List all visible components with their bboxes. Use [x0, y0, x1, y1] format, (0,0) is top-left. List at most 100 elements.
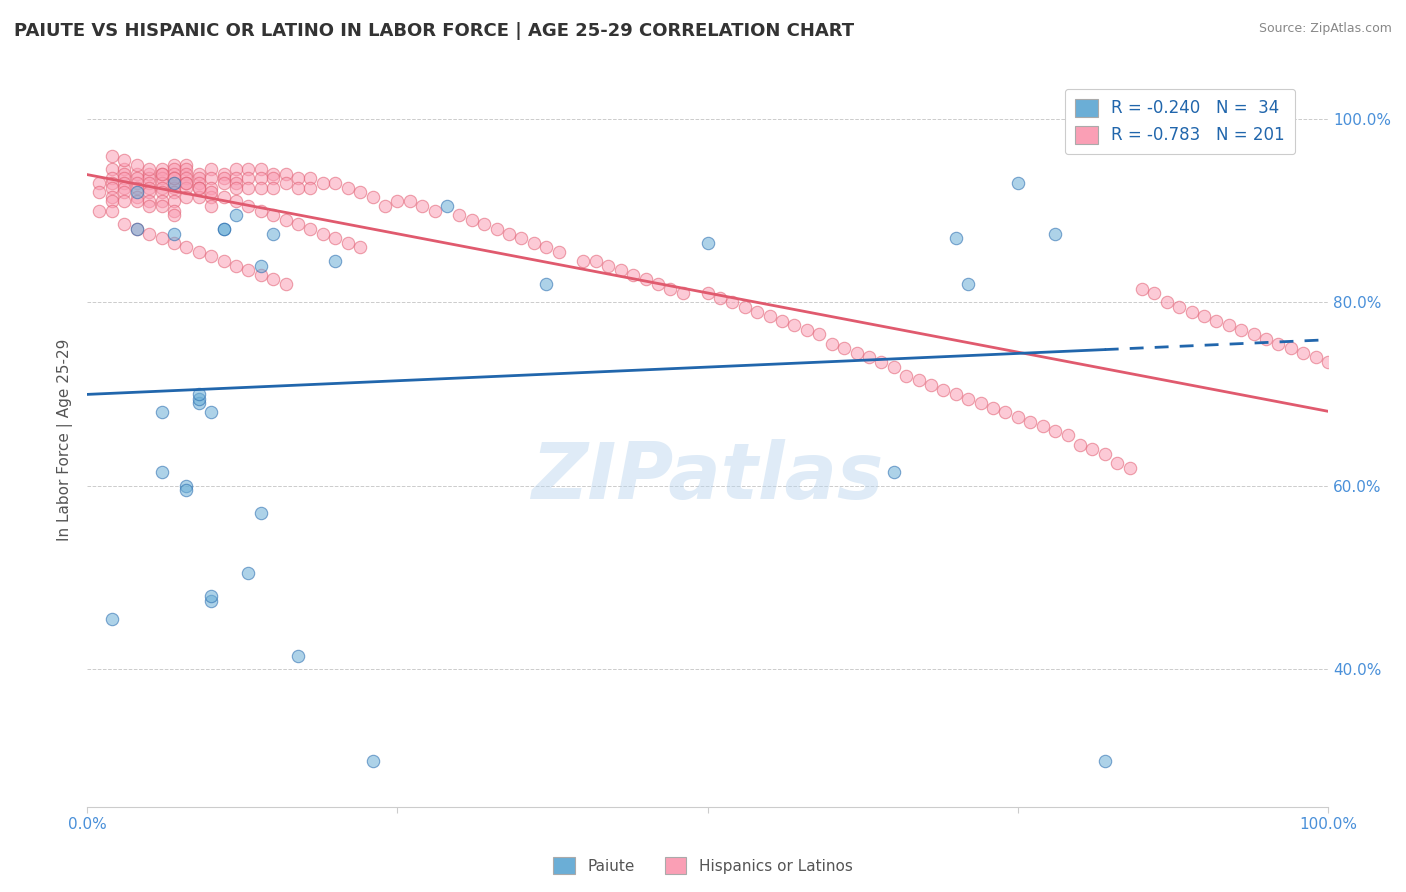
Point [721, 295, 744, 310]
Point [187, 396, 209, 410]
Point [994, 405, 1017, 419]
Point [89, 176, 111, 190]
Point [945, 387, 967, 401]
Point [112, 171, 135, 186]
Point [832, 341, 855, 355]
Point [150, 167, 173, 181]
Point [163, 171, 186, 186]
Point [150, 171, 173, 186]
Point [250, 203, 273, 218]
Point [1181, 304, 1204, 318]
Point [969, 396, 991, 410]
Point [821, 336, 844, 351]
Point [1254, 332, 1277, 346]
Point [163, 171, 186, 186]
Point [187, 176, 209, 190]
Point [112, 153, 135, 168]
Point [187, 171, 209, 186]
Point [647, 277, 669, 291]
Point [609, 263, 631, 277]
Point [176, 483, 198, 498]
Point [485, 222, 508, 236]
Point [472, 218, 495, 232]
Point [200, 405, 222, 419]
Point [361, 190, 384, 204]
Point [163, 208, 186, 222]
Point [1081, 442, 1104, 457]
Point [981, 401, 1004, 415]
Point [423, 203, 446, 218]
Point [200, 190, 222, 204]
Point [150, 186, 173, 200]
Point [907, 373, 929, 387]
Point [176, 180, 198, 194]
Point [250, 180, 273, 194]
Point [1243, 327, 1265, 342]
Point [523, 235, 546, 250]
Point [225, 259, 247, 273]
Point [212, 254, 235, 268]
Point [125, 222, 148, 236]
Point [89, 203, 111, 218]
Point [163, 194, 186, 209]
Point [1130, 282, 1153, 296]
Point [225, 162, 247, 177]
Point [225, 194, 247, 209]
Point [125, 167, 148, 181]
Point [212, 222, 235, 236]
Point [187, 392, 209, 406]
Point [436, 199, 458, 213]
Point [112, 218, 135, 232]
Point [770, 314, 793, 328]
Point [163, 203, 186, 218]
Point [398, 194, 420, 209]
Point [176, 190, 198, 204]
Point [125, 194, 148, 209]
Point [262, 272, 284, 286]
Point [287, 218, 309, 232]
Point [250, 259, 273, 273]
Point [1279, 341, 1302, 355]
Point [125, 171, 148, 186]
Point [225, 171, 247, 186]
Point [932, 383, 955, 397]
Point [238, 566, 260, 580]
Point [323, 176, 346, 190]
Point [187, 167, 209, 181]
Point [1305, 351, 1327, 365]
Point [163, 176, 186, 190]
Point [299, 171, 322, 186]
Point [536, 277, 558, 291]
Point [138, 227, 160, 241]
Point [212, 167, 235, 181]
Point [250, 507, 273, 521]
Point [112, 162, 135, 177]
Point [796, 323, 818, 337]
Point [163, 227, 186, 241]
Point [1205, 314, 1227, 328]
Point [125, 186, 148, 200]
Point [138, 186, 160, 200]
Point [312, 227, 335, 241]
Point [250, 171, 273, 186]
Point [659, 282, 682, 296]
Point [187, 180, 209, 194]
Legend: R = -0.240   N =  34, R = -0.783   N = 201: R = -0.240 N = 34, R = -0.783 N = 201 [1064, 88, 1295, 154]
Point [138, 171, 160, 186]
Point [176, 240, 198, 254]
Point [238, 171, 260, 186]
Point [758, 309, 780, 323]
Point [858, 351, 880, 365]
Point [747, 304, 769, 318]
Point [150, 176, 173, 190]
Point [112, 167, 135, 181]
Point [138, 199, 160, 213]
Point [920, 378, 942, 392]
Point [176, 479, 198, 493]
Point [89, 186, 111, 200]
Point [150, 231, 173, 245]
Point [411, 199, 433, 213]
Point [621, 268, 644, 282]
Point [125, 176, 148, 190]
Point [212, 190, 235, 204]
